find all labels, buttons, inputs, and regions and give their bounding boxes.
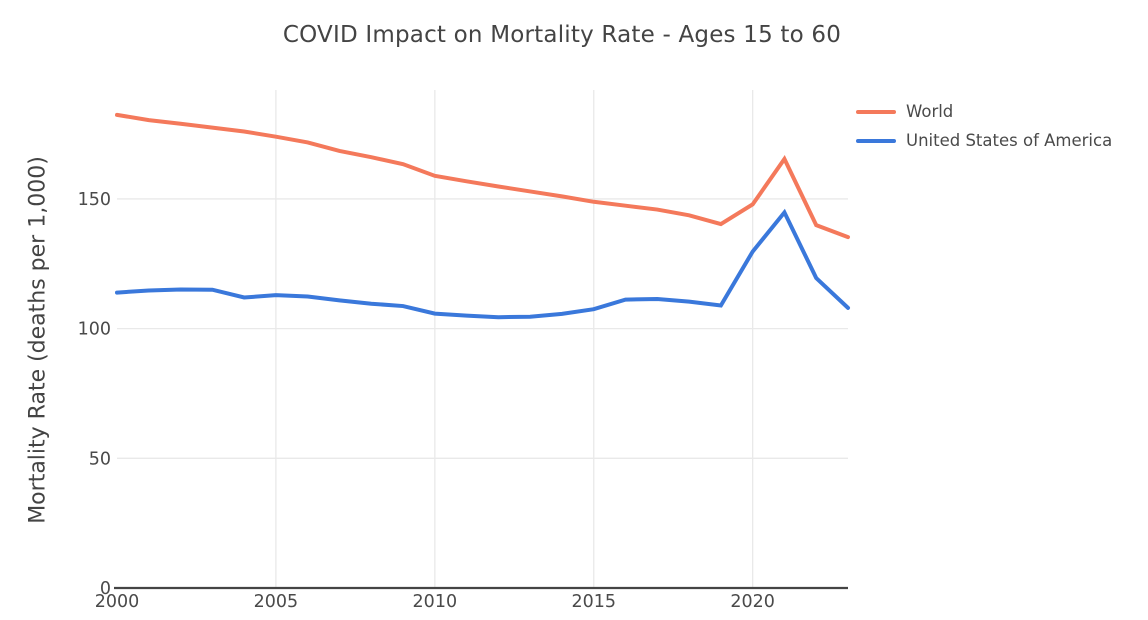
x-tick-label: 2000: [95, 592, 140, 612]
y-tick-label: 100: [78, 320, 111, 340]
y-tick-label: 50: [89, 449, 111, 469]
x-tick-label: 2010: [413, 592, 458, 612]
series-lines: [115, 112, 850, 320]
series-line-united-states-of-america[interactable]: [115, 208, 850, 320]
tick-labels: 0 50 100 150 2000 2005 2010 2015 2020: [78, 190, 775, 612]
legend-swatch: [856, 109, 896, 114]
legend-item-united-states-of-america[interactable]: United States of America: [856, 131, 1112, 150]
legend-label: United States of America: [906, 131, 1113, 150]
legend-label: World: [906, 102, 954, 121]
legend-item-world[interactable]: World: [856, 102, 1112, 121]
legend-swatch: [856, 138, 896, 143]
x-tick-label: 2005: [254, 592, 299, 612]
legend: World United States of America: [856, 102, 1112, 150]
y-tick-label: 150: [78, 190, 111, 210]
series-line-world[interactable]: [115, 112, 850, 240]
x-tick-label: 2015: [571, 592, 616, 612]
x-tick-label: 2020: [730, 592, 775, 612]
y-tick-label: 0: [100, 579, 111, 599]
chart-title: COVID Impact on Mortality Rate - Ages 15…: [282, 22, 842, 48]
gridlines: [117, 90, 848, 588]
